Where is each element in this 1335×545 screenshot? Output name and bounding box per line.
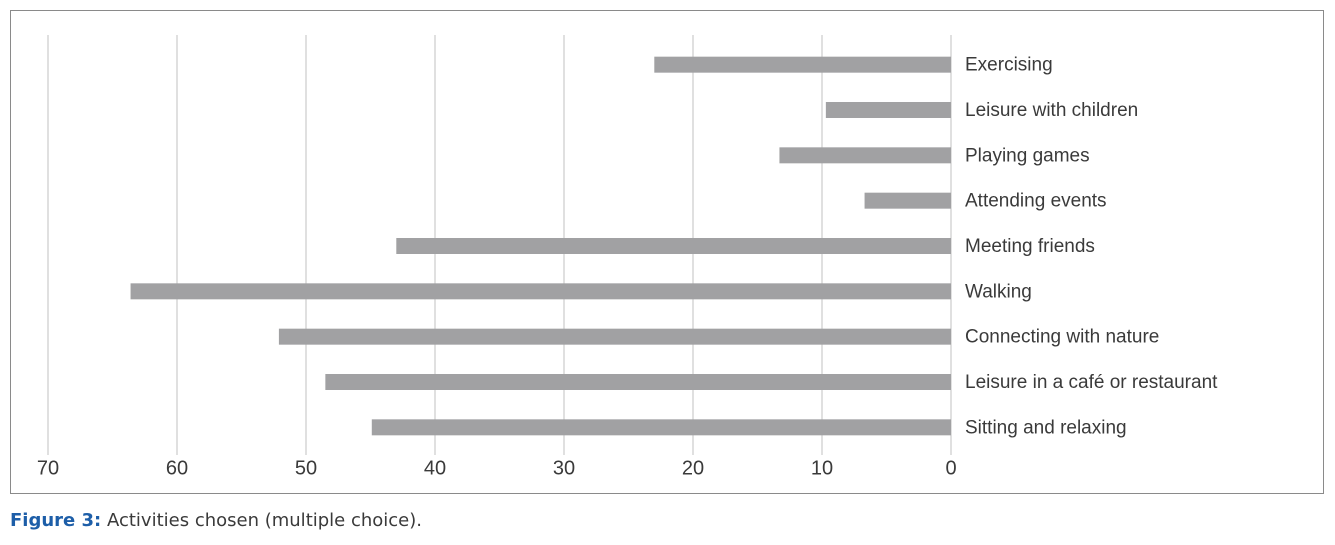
category-label: Meeting friends [965,236,1095,257]
category-label: Connecting with nature [965,327,1159,348]
x-tick-label: 40 [424,457,446,479]
bar [825,102,951,118]
caption-text: Activities chosen (multiple choice). [107,510,422,531]
bar [325,374,952,390]
category-label: Leisure in a café or restaurant [965,372,1218,393]
category-label: Leisure with children [965,100,1138,121]
x-tick-label: 10 [811,457,833,479]
bar [779,147,951,164]
x-tick-label: 50 [295,457,317,479]
bar [130,283,951,300]
chart-frame [10,10,1324,494]
bar [278,328,951,345]
x-tick-label: 20 [682,457,704,479]
category-label: Sitting and relaxing [965,417,1127,438]
category-label: Walking [965,281,1032,302]
category-label: Attending events [965,191,1107,212]
bar [654,56,951,73]
x-tick-label: 70 [37,457,59,479]
figure-label: Figure 3: [10,510,101,531]
x-tick-label: 60 [166,457,188,479]
bar [371,419,951,436]
bar [864,192,951,209]
category-label: Playing games [965,145,1090,166]
x-tick-label: 30 [553,457,575,479]
x-tick-label: 0 [945,457,956,479]
category-label: Exercising [965,55,1053,76]
bar [396,238,951,254]
caption: Figure 3: Activities chosen (multiple ch… [10,510,422,531]
